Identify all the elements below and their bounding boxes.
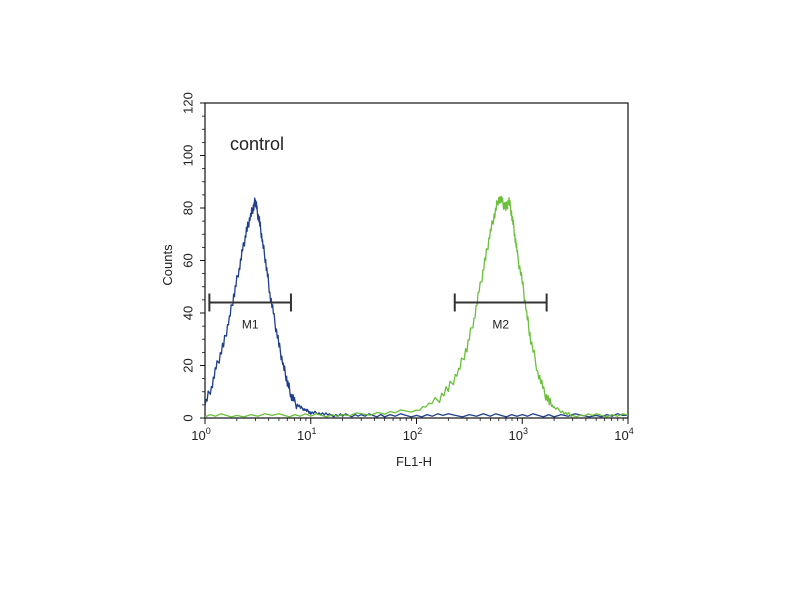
x-tick-label: 104: [614, 426, 633, 443]
x-tick-label: 100: [191, 426, 210, 443]
series-layer: [204, 195, 629, 418]
y-tick-label: 60: [180, 253, 195, 267]
series-line-2: [204, 195, 629, 418]
y-tick-label: 0: [180, 414, 195, 421]
series-line-1: [204, 197, 628, 418]
y-axis: 0 20 40 60 80 100 120: [180, 92, 205, 422]
annotation-label: control: [230, 134, 284, 154]
y-axis-title: Counts: [160, 244, 175, 286]
x-tick-label: 101: [297, 426, 316, 443]
y-tick-label: 120: [180, 92, 195, 114]
y-tick-label: 20: [180, 358, 195, 372]
x-axis-title: FL1-H: [396, 454, 432, 469]
marker-label: M2: [492, 318, 509, 332]
y-tick-label: 80: [180, 201, 195, 215]
marker-layer: M1 M2: [208, 293, 548, 332]
marker-label: M1: [242, 318, 259, 332]
x-axis: 100 101 102 103 104: [191, 418, 634, 443]
x-tick-label: 103: [509, 426, 528, 443]
y-tick-label: 100: [180, 145, 195, 167]
x-tick-label: 102: [403, 426, 422, 443]
y-tick-label: 40: [180, 306, 195, 320]
